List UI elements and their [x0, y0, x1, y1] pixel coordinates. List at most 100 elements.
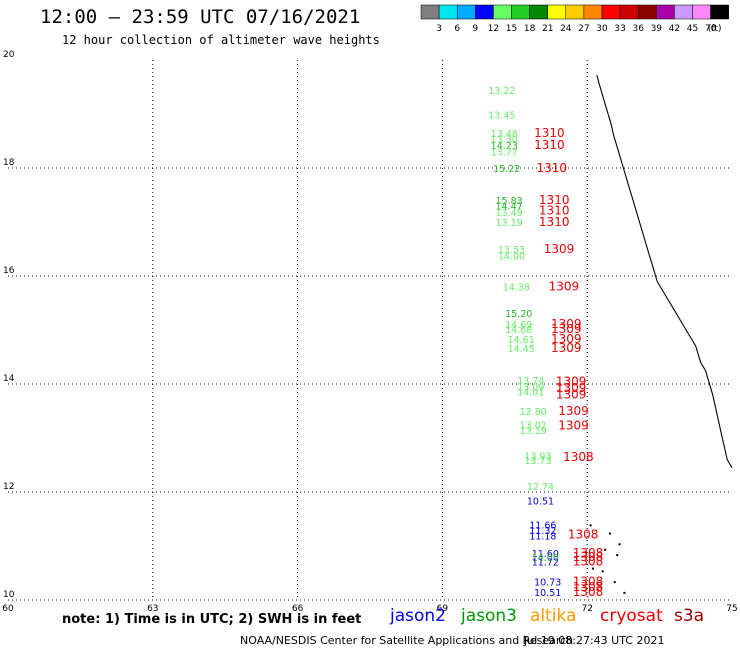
track-number-label: 1309: [556, 388, 587, 402]
legend-label: 12: [488, 24, 499, 34]
legend-swatch: [511, 4, 530, 20]
legend-label: 27: [578, 24, 589, 34]
track-number-label: 1310: [539, 193, 570, 207]
track-number-label: 1308: [573, 546, 604, 560]
swh-value-label: 13.48: [491, 129, 518, 140]
legend-label: 42: [669, 24, 680, 34]
legend-swatch: [438, 4, 458, 20]
track-number-label: 1309: [558, 404, 589, 418]
swh-value-label: 13.30: [491, 135, 518, 146]
swh-value-label: 15.83: [495, 196, 522, 207]
legend-label: 33: [614, 24, 625, 34]
lat-tick-label: 10: [3, 590, 15, 600]
legend-swatch: [619, 4, 639, 20]
swh-value-label: 13.93: [524, 452, 551, 463]
track-number-label: 1309: [551, 322, 582, 336]
satellite-cryosat: cryosat: [600, 606, 663, 626]
swh-value-label: 13.22: [488, 86, 515, 97]
track-number-label: 1310: [534, 138, 565, 152]
legend-label: 15: [506, 24, 517, 34]
legend-swatch: [475, 4, 494, 20]
lon-tick-label: 60: [2, 604, 14, 614]
legend-swatch: [710, 4, 729, 20]
island-dot: [613, 581, 616, 584]
track-number-label: 1308: [573, 574, 604, 588]
lat-tick-label: 12: [3, 482, 14, 492]
swh-value-label: 10.51: [534, 588, 561, 599]
legend-label: 6: [454, 24, 460, 34]
swh-value-label: 13.45: [488, 110, 515, 121]
swh-value-label: 13.77: [491, 148, 518, 159]
track-number-label: 1308: [563, 450, 594, 464]
page-subtitle: 12 hour collection of altimeter wave hei…: [62, 33, 380, 47]
legend-label: 45: [687, 24, 698, 34]
track-number-label: 1308: [573, 580, 604, 594]
swh-value-label: 13.53: [498, 245, 525, 256]
track-number-label: 1310: [537, 161, 568, 175]
swh-value-label: 13.19: [495, 218, 522, 229]
swh-value-label: 11.66: [529, 521, 556, 532]
swh-value-label: 14.47: [495, 202, 522, 213]
swh-value-label: 13.02: [520, 420, 547, 431]
legend-label: 39: [651, 24, 663, 34]
satellite-altika: altika: [530, 606, 577, 626]
generated-timestamp: Jul 19 08:27:43 UTC 2021: [524, 634, 665, 647]
legend-swatch: [674, 4, 693, 20]
legend-swatch: [456, 4, 476, 20]
track-number-label: 1308: [573, 554, 604, 568]
swh-value-label: 14.23: [491, 141, 518, 152]
swh-value-label: 13.73: [524, 456, 551, 467]
swh-value-label: 13.09: [517, 382, 544, 393]
track-number-label: 1308: [573, 550, 604, 564]
swh-value-label: 12.74: [527, 482, 554, 493]
satellite-jason2: jason2: [390, 606, 446, 626]
legend-swatch: [565, 4, 585, 20]
legend-swatch: [547, 4, 567, 20]
lon-tick-label: 75: [726, 604, 737, 614]
swh-value-label: 11.60: [532, 549, 559, 560]
lat-tick-label: 16: [3, 266, 15, 276]
lon-tick-label: 69: [437, 604, 449, 614]
island-dot: [618, 543, 621, 546]
coastline: [584, 74, 733, 594]
island-dot: [608, 532, 611, 535]
legend-swatch: [583, 4, 603, 20]
track-number-label: 1308: [568, 527, 599, 541]
island-dot: [589, 524, 592, 527]
track-number-label: 1309: [558, 418, 589, 432]
swh-value-label: 13.49: [495, 208, 522, 219]
swh-value-label: 13.74: [517, 376, 544, 387]
swh-value-label: 14.00: [532, 553, 559, 564]
legend-swatch: [692, 4, 711, 20]
lat-tick-label: 14: [3, 374, 15, 384]
credit-text: NOAA/NESDIS Center for Satellite Applica…: [240, 634, 574, 647]
map-grid: 60 63 66 69 72 75 20 18 16 14 12 10: [2, 50, 737, 614]
track-number-label: 1309: [551, 332, 582, 346]
coastline-path: [596, 74, 733, 468]
legend-label: 70: [705, 24, 717, 34]
island-dot: [604, 548, 607, 551]
swh-value-label: 11.32: [529, 526, 556, 537]
legend-label: 21: [542, 24, 553, 34]
legend-swatch: [493, 4, 512, 20]
swh-value-label: 14.38: [503, 283, 530, 294]
swh-value-label: 13.19: [520, 426, 547, 437]
legend-label: 24: [560, 24, 572, 34]
swh-value-label: 14.68: [505, 325, 532, 336]
legend-swatch: [656, 4, 675, 20]
track-number-label: 1309: [544, 242, 575, 256]
island-dot: [601, 570, 604, 573]
lon-tick-label: 63: [147, 604, 158, 614]
track-number-label: 1309: [551, 341, 582, 355]
track-number-label: 1310: [539, 215, 570, 229]
page-title: 12:00 – 23:59 UTC 07/16/2021: [40, 6, 361, 28]
swh-value-label: 14.45: [508, 344, 535, 355]
island-dot: [596, 589, 599, 592]
legend-swatch: [529, 4, 548, 20]
island-dot: [584, 551, 587, 554]
track-number-label: 1310: [534, 126, 565, 140]
legend-swatch: [420, 4, 440, 20]
lat-tick-label: 20: [3, 50, 15, 60]
